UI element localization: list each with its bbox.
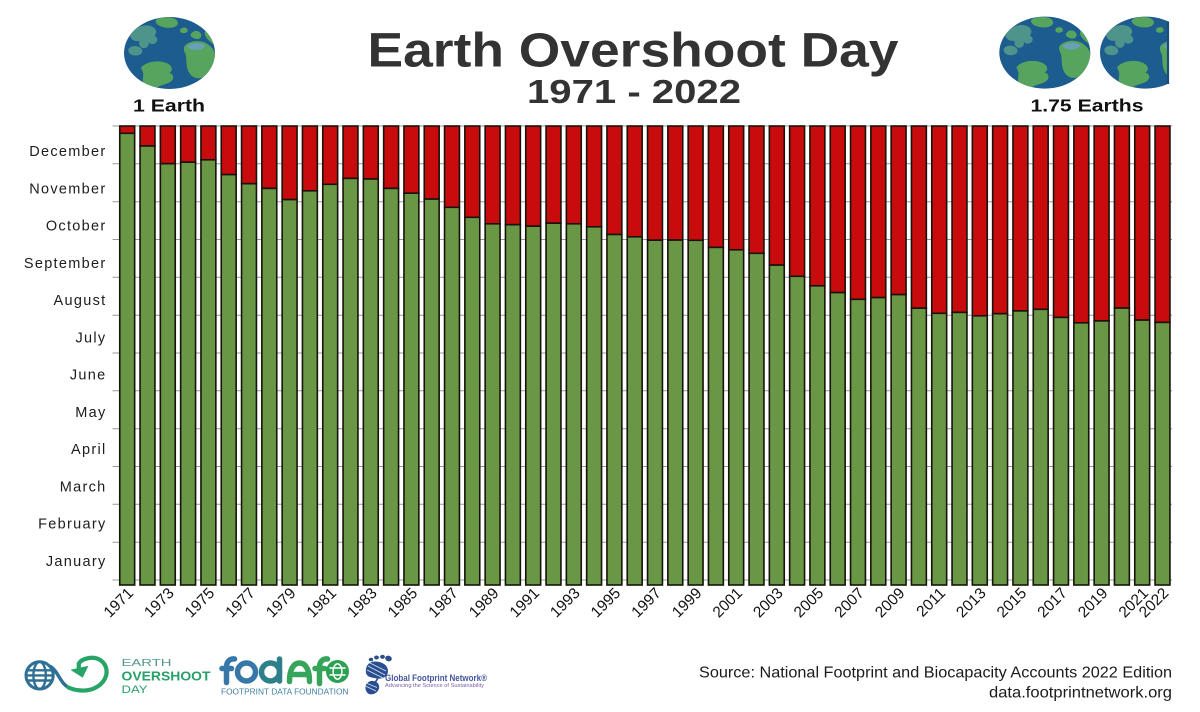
svg-text:1.75 Earths: 1.75 Earths: [1031, 96, 1144, 116]
svg-text:June: June: [70, 368, 107, 384]
svg-text:Earth Overshoot Day: Earth Overshoot Day: [368, 25, 899, 78]
svg-text:1999: 1999: [669, 585, 705, 621]
svg-text:1971 - 2022: 1971 - 2022: [527, 73, 741, 110]
svg-text:2003: 2003: [750, 585, 786, 621]
svg-text:2011: 2011: [913, 585, 949, 621]
svg-text:February: February: [38, 517, 106, 533]
svg-text:2007: 2007: [831, 585, 867, 621]
svg-text:July: July: [76, 330, 107, 346]
svg-text:Advancing the Science of Susta: Advancing the Science of Sustainability: [385, 683, 484, 689]
svg-text:May: May: [75, 405, 106, 421]
svg-text:data.footprintnetwork.org: data.footprintnetwork.org: [989, 685, 1172, 702]
svg-text:2001: 2001: [710, 585, 746, 621]
svg-text:Source: National Footprint and: Source: National Footprint and Biocapaci…: [699, 665, 1172, 682]
svg-text:1981: 1981: [304, 585, 340, 621]
svg-text:1991: 1991: [507, 585, 543, 621]
svg-text:1989: 1989: [466, 585, 502, 621]
svg-text:1979: 1979: [263, 585, 299, 621]
svg-text:January: January: [46, 554, 107, 570]
svg-text:2015: 2015: [994, 585, 1030, 621]
svg-text:1995: 1995: [588, 585, 624, 621]
svg-text:March: March: [60, 479, 107, 495]
svg-text:Global Footprint Network®: Global Footprint Network®: [385, 673, 487, 683]
svg-text:OVERSHOOT: OVERSHOOT: [122, 670, 211, 684]
svg-text:1973: 1973: [141, 585, 177, 621]
svg-text:1993: 1993: [547, 585, 583, 621]
svg-text:DAY: DAY: [122, 684, 149, 696]
svg-text:August: August: [54, 293, 107, 309]
svg-text:2013: 2013: [953, 585, 989, 621]
svg-text:1975: 1975: [182, 585, 218, 621]
svg-text:2017: 2017: [1034, 585, 1070, 621]
svg-text:2009: 2009: [872, 585, 908, 621]
svg-text:1971: 1971: [101, 585, 137, 621]
svg-text:September: September: [24, 256, 107, 272]
svg-text:1 Earth: 1 Earth: [133, 96, 205, 116]
svg-text:1985: 1985: [385, 585, 421, 621]
svg-text:1977: 1977: [222, 585, 258, 621]
svg-text:December: December: [29, 144, 106, 160]
svg-text:1983: 1983: [344, 585, 380, 621]
svg-text:October: October: [46, 219, 107, 235]
svg-text:2005: 2005: [791, 585, 827, 621]
svg-text:2019: 2019: [1075, 585, 1111, 621]
svg-text:November: November: [29, 181, 106, 197]
svg-text:April: April: [71, 442, 107, 458]
svg-text:1987: 1987: [425, 585, 461, 621]
svg-text:EARTH: EARTH: [122, 658, 172, 669]
svg-text:1997: 1997: [628, 585, 664, 621]
svg-text:FOOTPRINT DATA FOUNDATION: FOOTPRINT DATA FOUNDATION: [221, 687, 349, 696]
